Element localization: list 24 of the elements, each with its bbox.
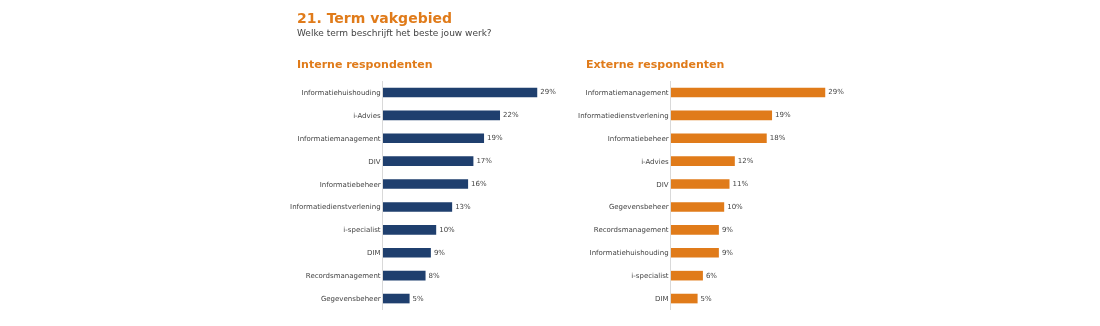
bar <box>383 293 410 304</box>
chart-title: Interne respondenten <box>297 58 433 71</box>
bar <box>671 225 719 235</box>
bar <box>671 202 725 212</box>
bar <box>383 225 437 235</box>
bar <box>671 293 698 304</box>
bar <box>383 156 474 166</box>
bar <box>383 133 485 144</box>
text: Welke term beschrijft het beste jouw werk? <box>297 28 492 38</box>
bar <box>671 87 826 98</box>
bar <box>671 247 719 258</box>
bar <box>671 110 773 121</box>
bar <box>671 156 735 166</box>
chart-title: Externe respondenten <box>586 58 725 71</box>
bar <box>671 270 703 281</box>
text: 21. Term vakgebied <box>297 10 452 26</box>
bar <box>383 87 538 98</box>
bar <box>671 179 730 189</box>
bar <box>383 110 501 121</box>
bar <box>383 202 453 212</box>
bar <box>383 247 431 258</box>
bar <box>383 179 469 189</box>
bar <box>671 133 767 144</box>
bar <box>383 270 426 281</box>
